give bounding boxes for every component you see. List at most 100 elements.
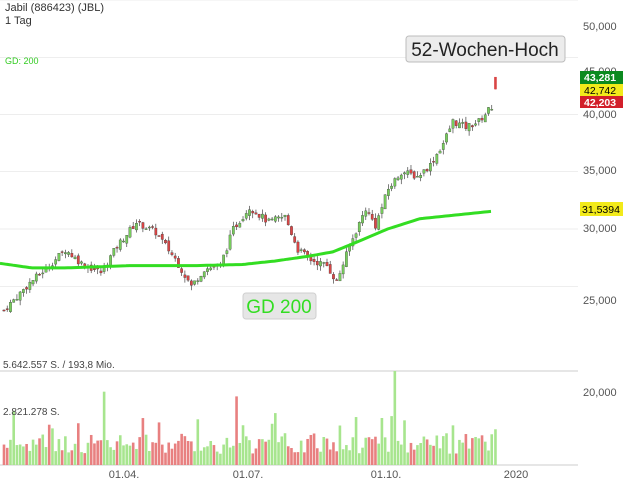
volume-bar: [57, 439, 61, 465]
volume-bar: [38, 438, 41, 465]
volume-bar: [106, 440, 109, 465]
volume-max-label: 5.642.557 S. / 193,8 Mio.: [3, 360, 115, 371]
volume-bar: [102, 391, 106, 465]
volume-bar: [480, 435, 484, 465]
volume-bar: [186, 440, 190, 465]
candle-body: [338, 273, 342, 282]
candle-body: [125, 235, 129, 244]
volume-bar: [325, 438, 329, 465]
ytick-labels: 50,000 45,000 40,000 35,000 30,000 25,00…: [583, 21, 617, 399]
candle-body: [270, 218, 274, 221]
volume-bar: [67, 452, 70, 465]
candle-body: [425, 168, 429, 172]
xtick-label: 01.04.: [109, 469, 140, 481]
volume-bar: [467, 448, 471, 465]
candle-body: [419, 175, 423, 178]
volume-bar: [15, 445, 19, 465]
ma-legend-label: GD: 200: [5, 56, 39, 66]
candle-body: [451, 119, 455, 129]
candle-body: [209, 267, 213, 270]
volume-bar: [18, 444, 22, 465]
volume-bar: [193, 451, 196, 465]
candle-body: [257, 213, 261, 218]
candle-body: [235, 224, 238, 228]
xtick-label: 01.10.: [371, 469, 402, 481]
tag-ma: [580, 202, 623, 216]
candle-body: [470, 125, 474, 128]
candle-body: [477, 118, 481, 122]
candle-body: [73, 256, 77, 260]
volume-bar: [41, 434, 45, 465]
volume-bar: [374, 436, 377, 465]
ytick-label: 35,000: [583, 165, 617, 177]
ytick-label: 25,000: [583, 295, 617, 307]
volume-bar: [157, 422, 161, 465]
volume-bar: [399, 444, 403, 465]
candle-body: [412, 171, 416, 179]
volume-bar: [219, 453, 222, 465]
volume-bar: [151, 442, 154, 465]
candle-body: [64, 252, 67, 255]
candle-body: [177, 258, 180, 268]
volume-bar: [60, 450, 64, 465]
candle-body: [273, 216, 277, 222]
candle-body: [115, 247, 119, 249]
interval-label: 1 Tag: [5, 15, 32, 27]
volume-bar: [209, 440, 213, 465]
candle-body: [441, 143, 445, 150]
candle-body: [135, 223, 138, 231]
candle-body: [18, 291, 22, 301]
volume-mid-label: 2.821.278 S.: [3, 407, 60, 418]
volume-bar: [494, 429, 497, 465]
candle-body: [345, 251, 348, 267]
candle-body: [167, 240, 171, 252]
candle-body: [293, 236, 297, 243]
candle-body: [28, 281, 32, 290]
volume-bar: [115, 441, 119, 465]
candle-body: [277, 216, 280, 219]
volume-bar: [144, 434, 148, 465]
volume-bar: [354, 417, 358, 465]
candle-body: [357, 222, 361, 233]
volume-bar: [461, 442, 464, 465]
candle-body: [448, 128, 452, 132]
volume-bar: [429, 444, 432, 465]
volume-bar: [118, 435, 122, 465]
candle-body: [399, 174, 403, 180]
volume-bar: [212, 445, 216, 465]
candle-body: [406, 170, 410, 175]
candle-body: [122, 240, 125, 243]
candle-body: [296, 241, 300, 253]
volume-bar: [393, 371, 397, 465]
candle-body: [286, 215, 290, 226]
ytick-label: 40,000: [583, 109, 617, 121]
volume-bar: [409, 442, 413, 465]
ma-annotation: GD 200: [242, 292, 317, 320]
candle-body: [328, 264, 332, 274]
candle-body: [374, 217, 377, 229]
ma200-line: [0, 209, 492, 270]
candle-body: [261, 213, 264, 219]
volume-bar: [31, 439, 35, 465]
candle-body: [267, 218, 271, 221]
candle-body: [367, 212, 371, 214]
candle-body: [231, 226, 235, 235]
candle-body: [244, 213, 248, 219]
candle-body: [238, 222, 242, 228]
ytick-label: 50,000: [583, 21, 617, 33]
candle-body: [57, 253, 61, 261]
candle-body: [248, 209, 251, 216]
candle-body: [474, 123, 477, 126]
volume-bar: [351, 437, 355, 465]
candle-body: [490, 109, 494, 111]
candle-body: [131, 226, 135, 229]
tag-low: [580, 96, 623, 108]
candle-body: [396, 177, 400, 180]
candle-body: [144, 228, 148, 230]
candle-body: [15, 299, 19, 301]
volume-bar: [80, 452, 83, 465]
volume-bar: [274, 413, 277, 465]
candle-body: [225, 250, 229, 254]
candle-body: [9, 302, 12, 312]
volume-bar: [183, 436, 187, 465]
